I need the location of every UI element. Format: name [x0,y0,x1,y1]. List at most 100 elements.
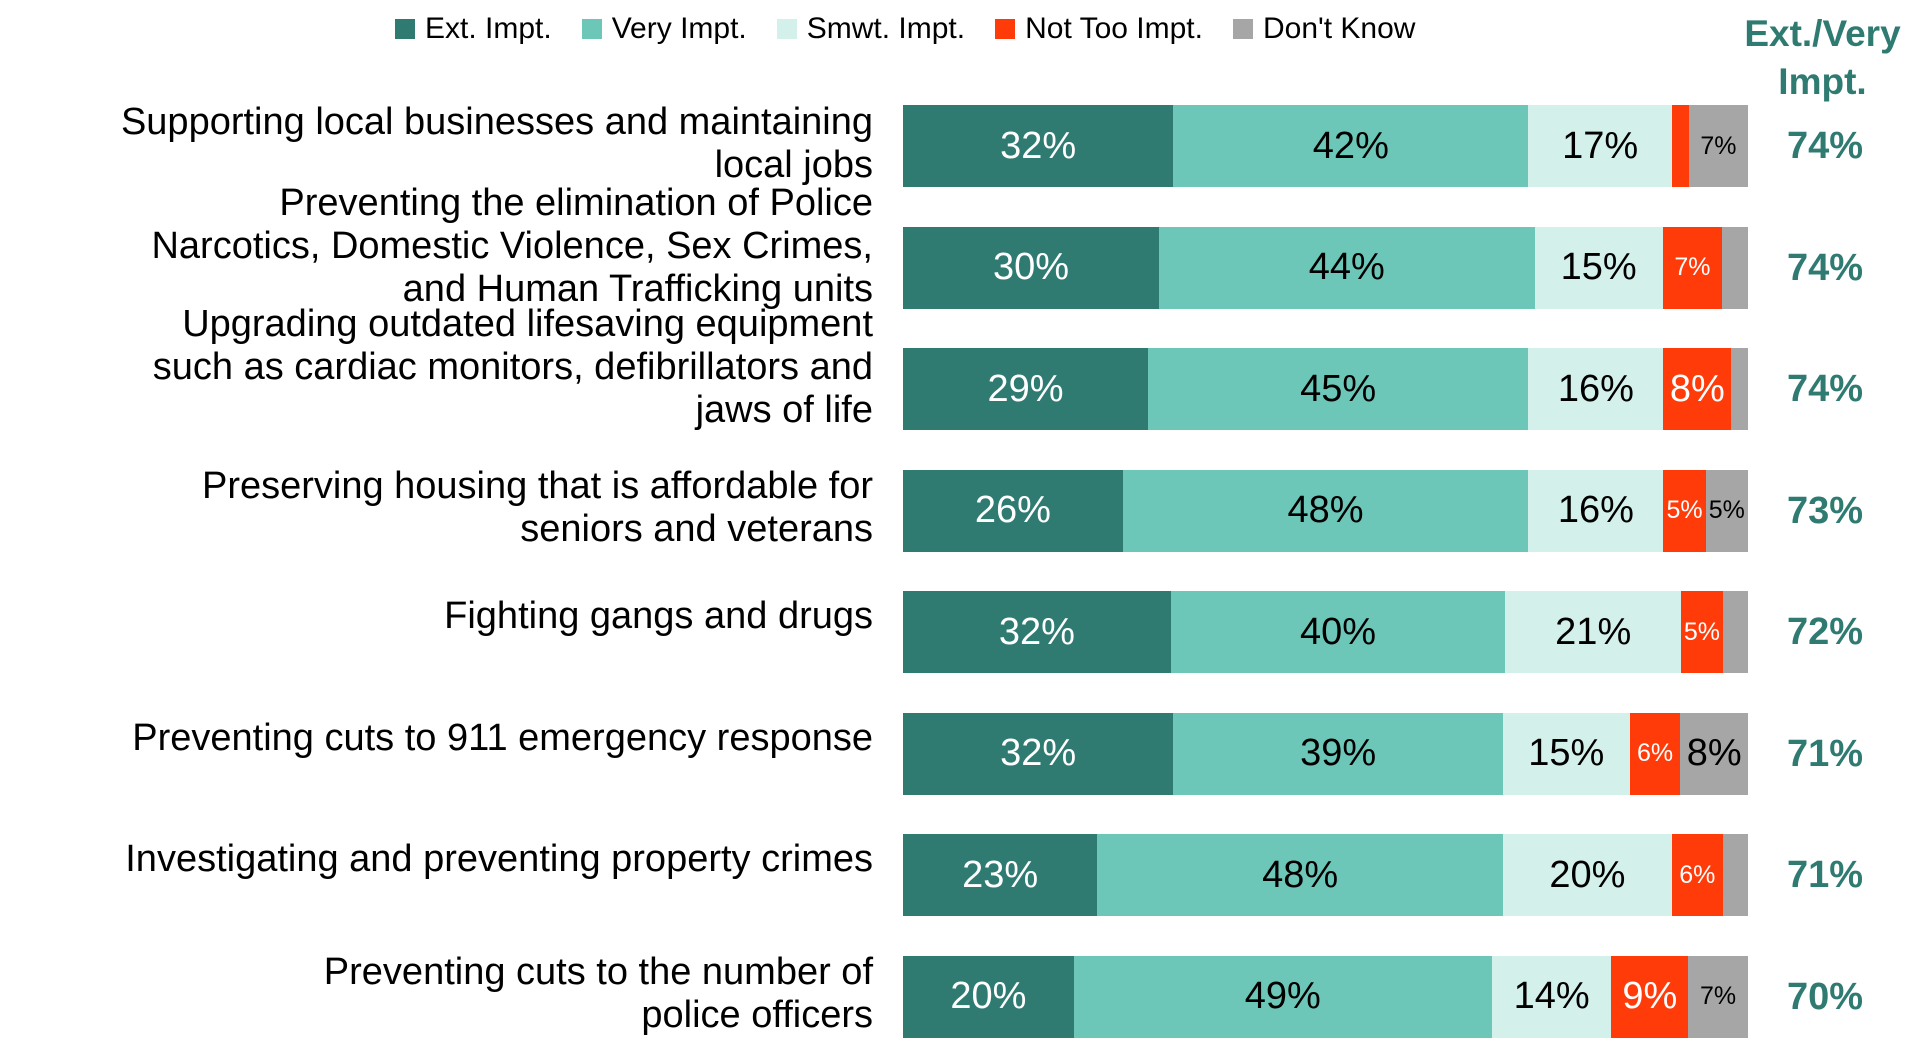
total-value: 72% [1786,611,1864,653]
chart-legend: Ext. Impt. Very Impt. Smwt. Impt. Not Too I… [395,12,1415,46]
data-label: 15% [1528,732,1605,774]
category-label-line: Preventing the elimination of Police [279,181,873,224]
category-label: Preventing cuts to 911 emergency respons… [0,717,873,760]
total-column-header: Ext./Very Impt. [1725,10,1917,106]
total-value: 74% [1786,125,1864,167]
category-label-line: Upgrading outdated lifesaving equipment [182,303,873,345]
bar-segment: 44% [1159,226,1535,309]
data-label: 8% [1669,367,1725,410]
bar-segment: 32% [903,105,1174,187]
bar-segment: 5% [1681,591,1723,673]
category-label-line: Preventing cuts to the number of [323,951,873,994]
bar-row: 32% 42% 17% 7% [903,105,1748,187]
category-label-line: seniors and veterans [520,508,873,551]
legend-swatch [581,19,602,39]
bar-segment [1722,591,1748,673]
category-label: Supporting local businesses and maintain… [0,101,873,187]
data-label: 32% [1000,732,1077,774]
legend-item: Smwt. Impt. [776,12,966,46]
total-header-line: Impt. [1778,61,1867,102]
legend-swatch [776,19,797,39]
bar-segment: 6% [1671,834,1723,916]
legend-label: Ext. Impt. [425,12,552,45]
bar-segment: 8% [1663,348,1732,430]
data-label: 8% [1686,732,1742,774]
category-label-line: Preventing cuts to 911 emergency respons… [132,716,873,759]
data-label: 9% [1622,975,1678,1017]
data-label: 7% [1700,131,1737,160]
category-label: Upgrading outdated lifesaving equipment s… [0,303,873,432]
category-label-line: Narcotics, Domestic Violence, Sex Crimes… [151,224,873,267]
bar-segment: 7% [1688,955,1748,1038]
bar-segment: 17% [1528,105,1672,187]
bar-segment: 20% [903,955,1074,1038]
data-label: 20% [1549,853,1626,896]
category-label-line: local jobs [714,143,873,186]
bar-segment: 30% [903,226,1160,309]
bar-segment: 48% [1122,469,1529,552]
bar-segment [1722,834,1748,916]
bar-row: 30% 44% 15% 7% [903,226,1748,309]
bar-segment: 21% [1505,591,1682,673]
bar-segment: 45% [1148,348,1529,430]
bar-segment: 40% [1170,591,1506,673]
data-label: 29% [987,367,1064,410]
bar-segment: 16% [1528,348,1664,430]
bar-row: 20% 49% 14% 9% 7% [903,955,1748,1038]
legend-item: Don't Know [1232,12,1416,46]
data-label: 32% [1000,124,1077,167]
bar-segment: 5% [1663,469,1706,552]
bar-segment: 15% [1502,712,1630,795]
bar-row: 26% 48% 16% 5% 5% [903,469,1748,552]
category-label-line: Preserving housing that is affordable fo… [201,465,873,508]
bar-row: 32% 40% 21% 5% [903,591,1748,673]
bar-segment: 15% [1534,226,1663,309]
category-label-line: police officers [641,994,873,1037]
data-label: 32% [998,610,1075,653]
bar-segment: 6% [1629,712,1681,795]
data-label: 45% [1300,367,1377,410]
data-label: 14% [1513,975,1590,1017]
data-label: 23% [962,853,1039,896]
legend-swatch [995,19,1016,39]
data-label: 7% [1674,253,1711,281]
bar-segment: 5% [1705,469,1748,552]
data-label: 42% [1312,124,1389,167]
legend-swatch [1232,19,1253,39]
bar-segment: 39% [1173,712,1503,795]
bar-segment: 7% [1688,105,1748,187]
legend-label: Smwt. Impt. [806,12,966,45]
category-label-line: such as cardiac monitors, defibrillators… [152,346,873,388]
bar-segment: 16% [1528,469,1664,552]
data-label: 7% [1700,982,1737,1010]
bar-segment: 32% [903,591,1171,673]
total-value: 71% [1786,732,1864,775]
bar-segment: 26% [903,469,1123,552]
bar-segment: 42% [1173,105,1529,187]
total-value: 74% [1786,246,1864,289]
bar-segment: 29% [903,348,1149,430]
category-label-line: jaws of life [695,389,873,431]
bar-segment [1722,226,1748,309]
bar-row: 23% 48% 20% 6% [903,834,1748,916]
total-header-line: Ext./Very [1744,13,1901,54]
category-label: Preventing the elimination of Police Narc… [0,182,873,311]
legend-item: Not Too Impt. [995,12,1203,46]
bar-segment: 14% [1491,955,1612,1038]
data-label: 39% [1300,732,1377,774]
legend-label: Very Impt. [611,12,747,45]
data-label: 5% [1683,617,1721,646]
total-value: 71% [1786,854,1864,896]
bar-segment: 23% [903,834,1098,916]
bar-row: 29% 45% 16% 8% [903,348,1748,430]
data-label: 49% [1244,975,1321,1017]
category-label-line: Investigating and preventing property cr… [125,838,873,881]
bar-segment: 9% [1611,955,1689,1038]
category-label-line: and Human Trafficking units [402,267,873,310]
data-label: 6% [1679,860,1716,889]
legend-label: Don't Know [1262,12,1416,45]
bar-segment [1731,348,1748,430]
data-label: 20% [950,975,1027,1017]
category-label: Preserving housing that is affordable fo… [0,465,873,551]
data-label: 21% [1555,610,1632,653]
